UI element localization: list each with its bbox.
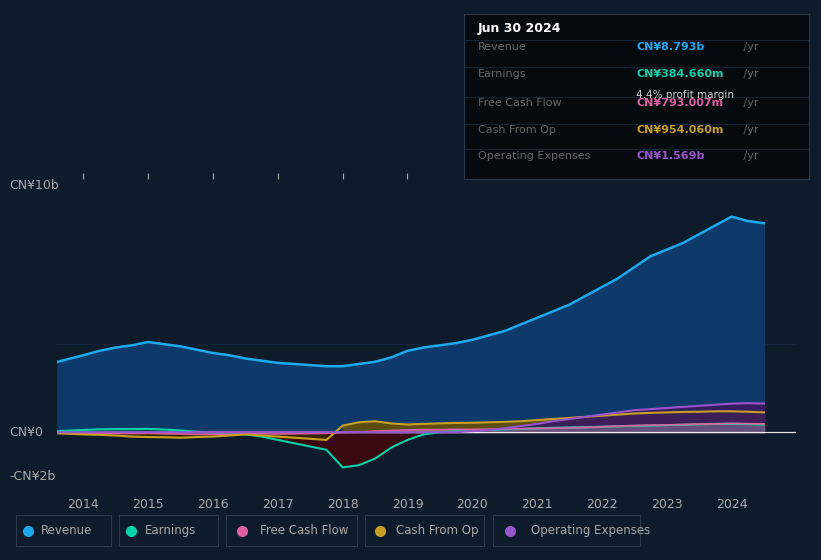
Text: /yr: /yr	[740, 98, 759, 108]
Text: CN¥0: CN¥0	[10, 426, 44, 438]
Text: CN¥8.793b: CN¥8.793b	[636, 42, 704, 52]
Text: /yr: /yr	[740, 125, 759, 135]
Text: /yr: /yr	[740, 42, 759, 52]
Text: CN¥1.569b: CN¥1.569b	[636, 151, 704, 161]
Text: Free Cash Flow: Free Cash Flow	[478, 98, 562, 108]
Text: Earnings: Earnings	[144, 524, 196, 537]
Text: /yr: /yr	[740, 151, 759, 161]
Text: Free Cash Flow: Free Cash Flow	[260, 524, 348, 537]
Text: CN¥954.060m: CN¥954.060m	[636, 125, 723, 135]
Text: Operating Expenses: Operating Expenses	[478, 151, 590, 161]
Text: Cash From Op: Cash From Op	[478, 125, 556, 135]
Text: CN¥793.007m: CN¥793.007m	[636, 98, 723, 108]
Text: Jun 30 2024: Jun 30 2024	[478, 22, 562, 35]
Text: /yr: /yr	[740, 68, 759, 78]
Text: -CN¥2b: -CN¥2b	[10, 470, 56, 483]
Text: CN¥384.660m: CN¥384.660m	[636, 68, 724, 78]
Text: Revenue: Revenue	[41, 524, 92, 537]
Text: Earnings: Earnings	[478, 68, 526, 78]
Text: 4.4% profit margin: 4.4% profit margin	[636, 90, 734, 100]
Text: CN¥10b: CN¥10b	[10, 179, 59, 192]
Text: Operating Expenses: Operating Expenses	[531, 524, 650, 537]
Text: Cash From Op: Cash From Op	[397, 524, 479, 537]
Text: Revenue: Revenue	[478, 42, 526, 52]
